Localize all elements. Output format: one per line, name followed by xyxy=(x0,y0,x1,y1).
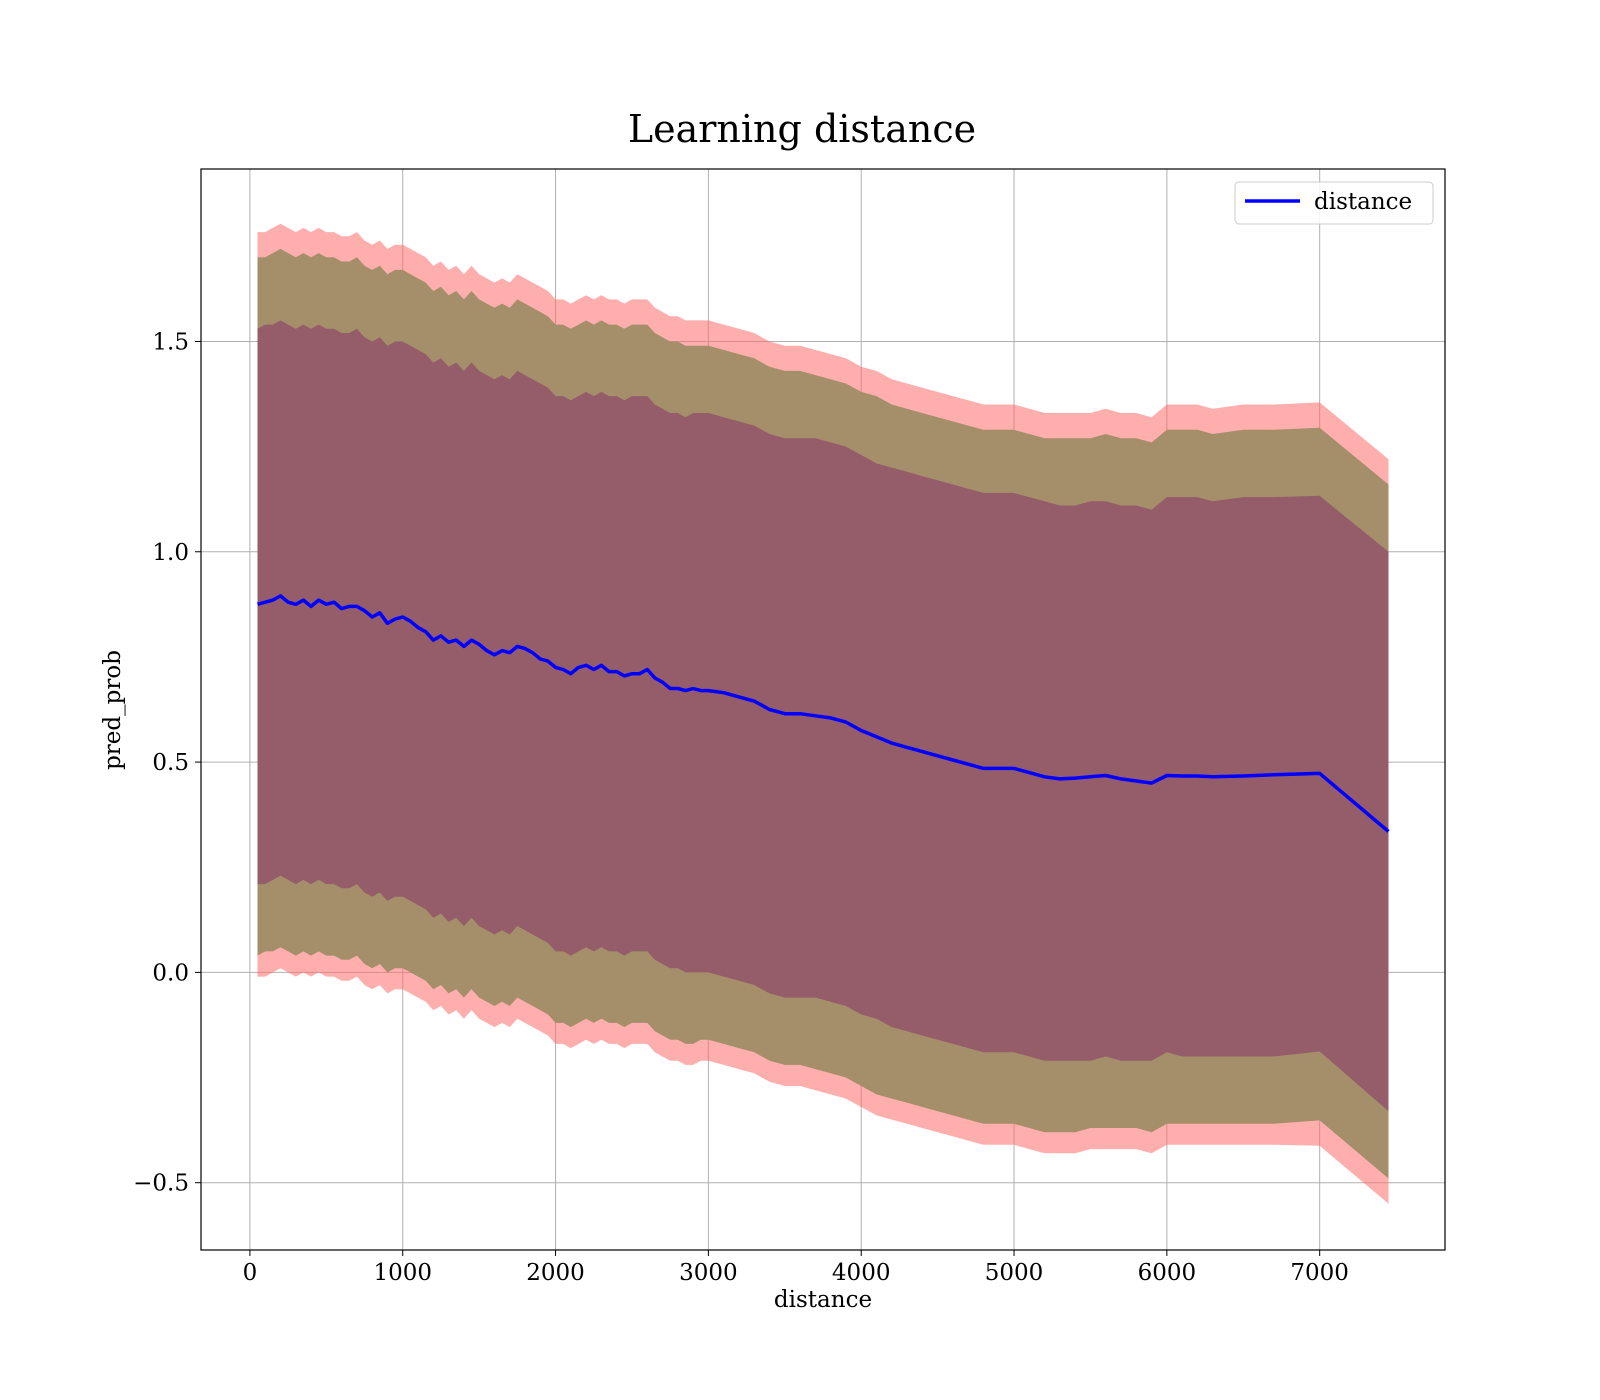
y-tick-label: 0.0 xyxy=(152,960,189,986)
y-axis-label: pred_prob xyxy=(100,650,126,770)
y-tick-label: 1.5 xyxy=(152,329,189,355)
x-tick-label: 4000 xyxy=(832,1260,891,1286)
y-ticks: −0.5 0.0 0.5 1.0 1.5 xyxy=(133,329,201,1197)
chart-title: Learning distance xyxy=(628,107,976,151)
x-tick-label: 3000 xyxy=(679,1260,738,1286)
x-tick-label: 1000 xyxy=(373,1260,432,1286)
x-tick-label: 0 xyxy=(243,1260,258,1286)
y-tick-label: −0.5 xyxy=(133,1171,189,1197)
x-axis-label: distance xyxy=(774,1287,872,1313)
y-tick-label: 1.0 xyxy=(152,540,189,566)
bands xyxy=(257,223,1389,1204)
x-tick-label: 2000 xyxy=(526,1260,585,1286)
plot-frame xyxy=(200,168,1446,1251)
x-tick-label: 6000 xyxy=(1138,1260,1197,1286)
y-tick-label: 0.5 xyxy=(152,750,189,776)
x-tick-label: 5000 xyxy=(985,1260,1044,1286)
x-ticks: 0 1000 2000 3000 4000 5000 6000 7000 xyxy=(243,1250,1349,1286)
x-tick-label: 7000 xyxy=(1290,1260,1349,1286)
legend-label-distance: distance xyxy=(1314,189,1412,215)
legend-box xyxy=(1234,181,1434,225)
series-line-distance xyxy=(257,594,1390,833)
legend: distance xyxy=(1234,181,1434,225)
series-lines xyxy=(257,594,1390,833)
